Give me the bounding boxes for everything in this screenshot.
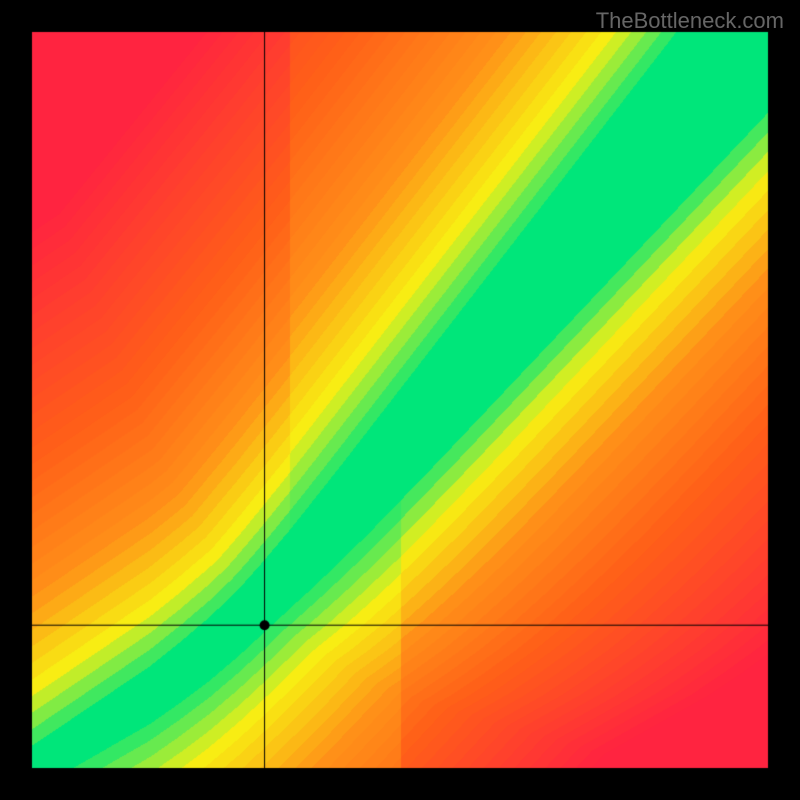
chart-container: TheBottleneck.com [0, 0, 800, 800]
heatmap-canvas [0, 0, 800, 800]
watermark-text: TheBottleneck.com [596, 8, 784, 34]
